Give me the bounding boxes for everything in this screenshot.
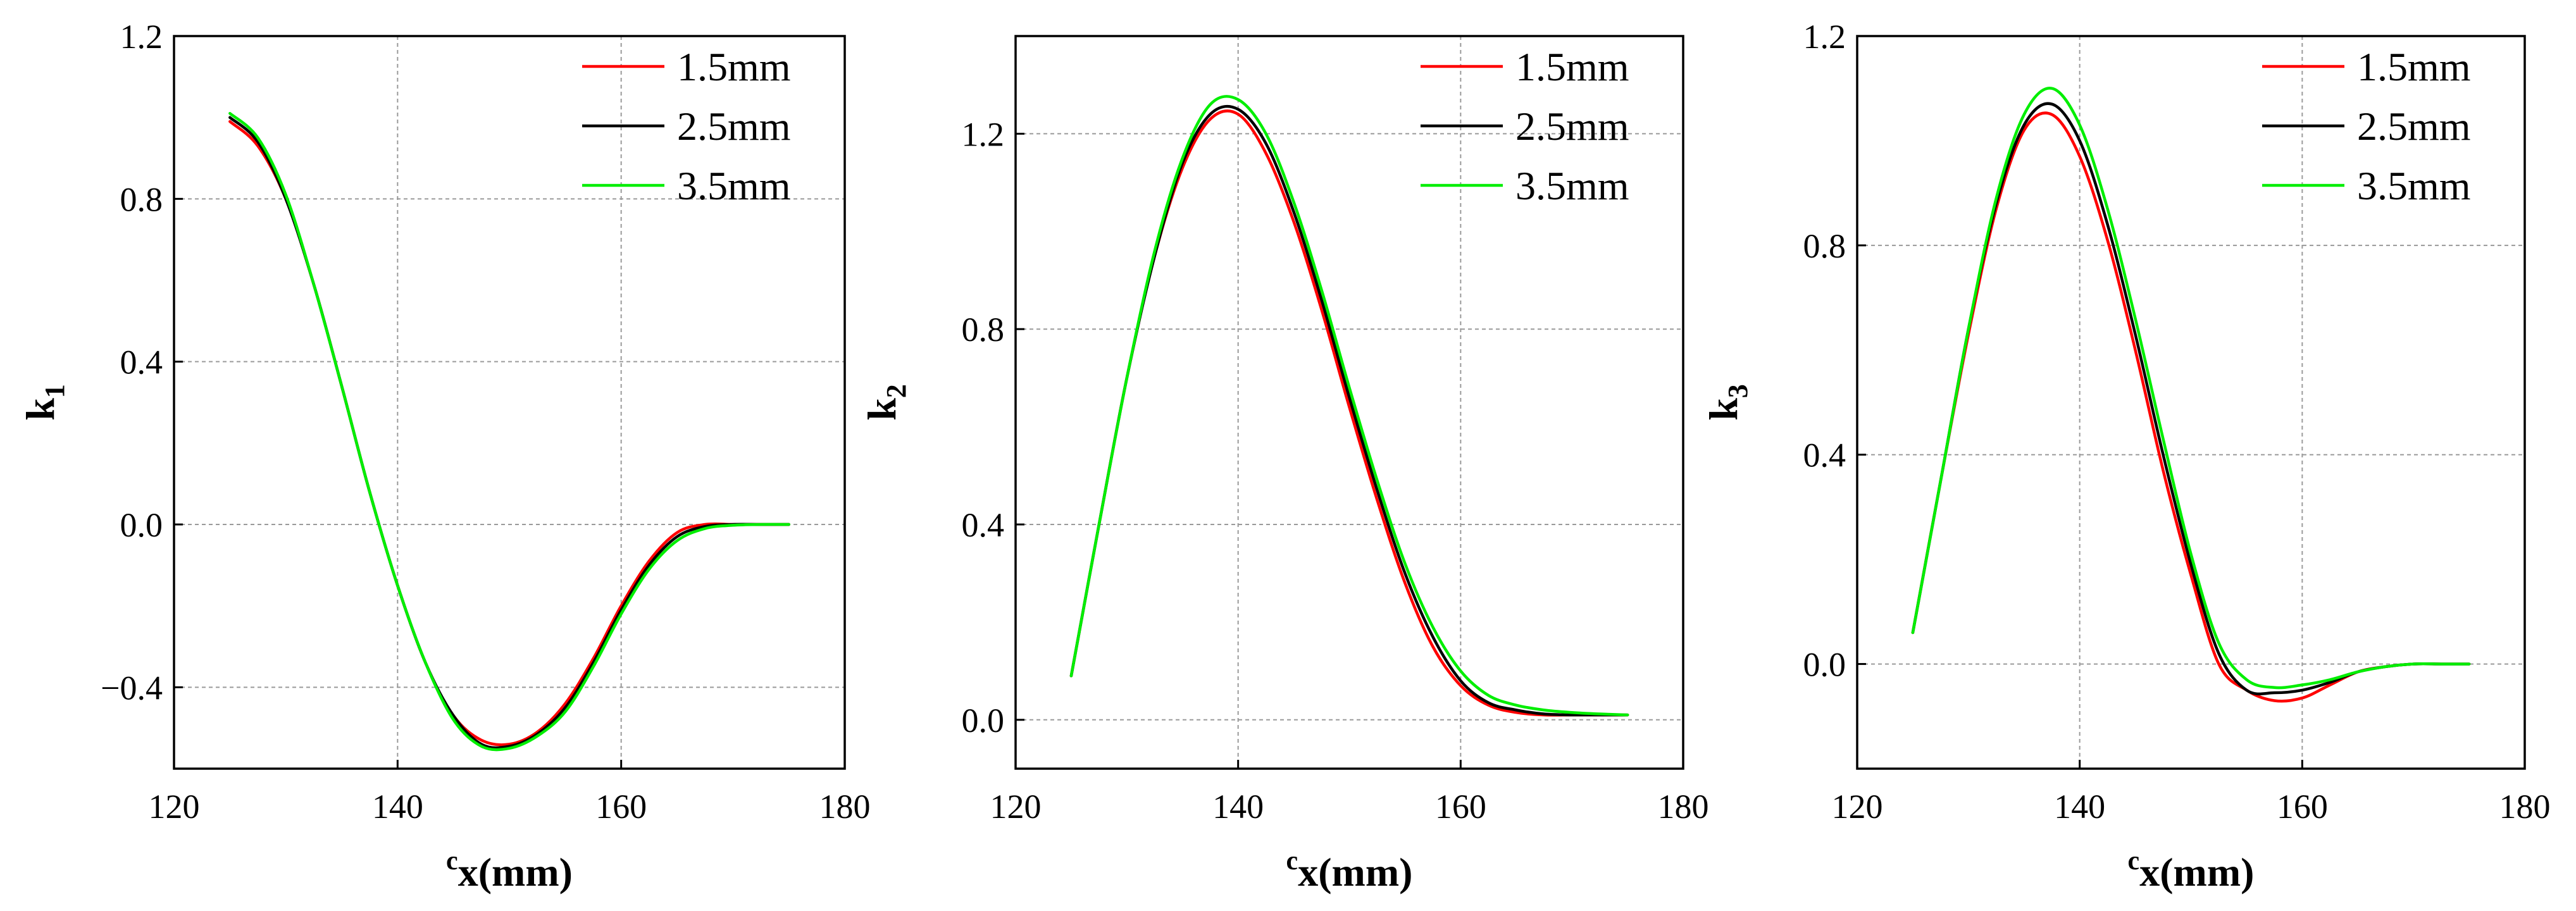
y-tick-label: 1.2 bbox=[1803, 18, 1846, 56]
series-line-1.5mm bbox=[228, 120, 790, 747]
x-tick-label: 140 bbox=[2054, 788, 2105, 826]
y-tick-label: 1.2 bbox=[962, 115, 1005, 153]
legend-label-1.5mm: 1.5mm bbox=[1515, 44, 1629, 89]
y-axis-label-sub: 3 bbox=[1722, 384, 1753, 398]
x-tick-label: 120 bbox=[149, 788, 200, 826]
legend-label-3.5mm: 3.5mm bbox=[2357, 163, 2471, 208]
series-line-3.5mm bbox=[228, 111, 790, 752]
y-axis-label-sub: 2 bbox=[881, 384, 912, 398]
x-axis-label-sup: c bbox=[2128, 846, 2140, 876]
axes-frame bbox=[173, 35, 846, 770]
y-tick-label: 0.8 bbox=[1803, 227, 1846, 265]
legend-label-2.5mm: 2.5mm bbox=[1515, 104, 1629, 149]
y-axis-label: k3 bbox=[1701, 384, 1753, 421]
y-axis-label-main: k bbox=[859, 398, 904, 421]
y-axis-label: k1 bbox=[18, 384, 70, 421]
x-axis-label-main: x(mm) bbox=[458, 850, 573, 895]
series-line-3.5mm bbox=[1069, 95, 1629, 717]
x-tick-label: 120 bbox=[990, 788, 1042, 826]
legend-label-2.5mm: 2.5mm bbox=[677, 104, 791, 149]
y-tick-label: 0.0 bbox=[120, 506, 163, 544]
y-axis-label-sub: 1 bbox=[39, 384, 70, 398]
x-tick-label: 180 bbox=[1658, 788, 1709, 826]
x-tick-label: 160 bbox=[1435, 788, 1486, 826]
x-axis-label: cx(mm) bbox=[1286, 846, 1413, 895]
x-tick-label: 160 bbox=[595, 788, 647, 826]
axes-frame bbox=[1014, 35, 1684, 770]
legend-label-2.5mm: 2.5mm bbox=[2357, 104, 2471, 149]
series-line-3.5mm bbox=[1911, 87, 2471, 690]
y-tick-label: 0.8 bbox=[962, 311, 1005, 349]
y-tick-label: 0.4 bbox=[962, 506, 1005, 544]
x-axis-label-main: x(mm) bbox=[2139, 850, 2254, 895]
axes-frame bbox=[1856, 35, 2526, 770]
legend-label-3.5mm: 3.5mm bbox=[1515, 163, 1629, 208]
y-tick-label: 0.4 bbox=[120, 344, 163, 381]
x-axis-label: cx(mm) bbox=[446, 846, 573, 895]
legend-label-1.5mm: 1.5mm bbox=[677, 44, 791, 89]
y-tick-label: 0.0 bbox=[1803, 646, 1846, 684]
x-axis-label-main: x(mm) bbox=[1298, 850, 1412, 895]
y-tick-label: 0.4 bbox=[1803, 437, 1846, 474]
x-tick-label: 180 bbox=[2499, 788, 2551, 826]
y-axis-label-main: k bbox=[18, 398, 63, 421]
y-tick-label: −0.4 bbox=[101, 669, 163, 707]
x-tick-label: 180 bbox=[819, 788, 871, 826]
y-axis-label-main: k bbox=[1701, 398, 1746, 421]
x-axis-label: cx(mm) bbox=[2128, 846, 2255, 895]
y-tick-label: 0.0 bbox=[962, 702, 1005, 740]
y-axis-label: k2 bbox=[859, 384, 912, 421]
x-tick-label: 140 bbox=[372, 788, 423, 826]
chart-panel-1: 120 140 160 180 −0.4 0.0 0.4 0.8 1.2 cx(mm) k1 1.5m… bbox=[18, 18, 871, 895]
x-tick-label: 140 bbox=[1212, 788, 1264, 826]
y-tick-label: 0.8 bbox=[120, 180, 163, 218]
x-axis-label-sup: c bbox=[1286, 846, 1298, 876]
x-tick-label: 120 bbox=[1832, 788, 1883, 826]
legend-label-1.5mm: 1.5mm bbox=[2357, 44, 2471, 89]
x-tick-label: 160 bbox=[2277, 788, 2328, 826]
chart-panel-2: 120 140 160 180 0.0 0.4 0.8 1.2 cx(mm) k2 1.5mm 2.5… bbox=[859, 35, 1709, 895]
legend-label-3.5mm: 3.5mm bbox=[677, 163, 791, 208]
series-line-2.5mm bbox=[228, 116, 790, 750]
chart-panel-3: 120 140 160 180 0.0 0.4 0.8 1.2 cx(mm) k3 1.5mm 2.5… bbox=[1701, 18, 2551, 895]
y-tick-label: 1.2 bbox=[120, 18, 163, 56]
x-axis-label-sup: c bbox=[446, 846, 458, 876]
